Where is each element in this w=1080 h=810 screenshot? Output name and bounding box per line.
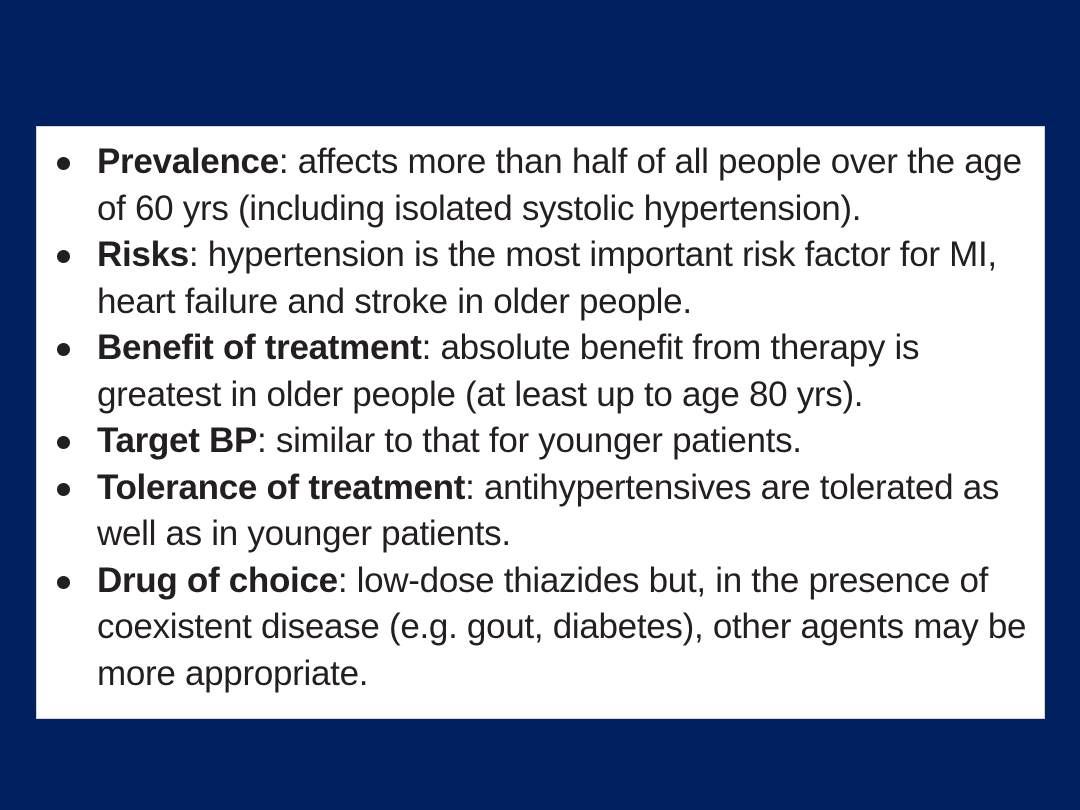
bullet-term: Target BP — [97, 421, 258, 460]
bullet-benefit-of-treatment: Benefit of treatment: absolute benefit f… — [57, 325, 1037, 418]
bullet-dot-icon — [57, 482, 70, 496]
bullet-text: : absolute benefit from therapy is great… — [97, 328, 920, 414]
bullet-target-bp: Target BP: similar to that for younger p… — [57, 418, 1037, 465]
bullet-text: : antihypertensives are tolerated as wel… — [97, 467, 1000, 554]
bullet-prevalence: Prevalence: affects more than half of al… — [57, 139, 1037, 232]
bullet-text: : similar to that for younger patients. — [257, 421, 802, 460]
bullet-term: Benefit of treatment — [97, 328, 422, 367]
bullet-drug-of-choice: Drug of choice: low-dose thiazides but, … — [57, 558, 1037, 698]
bullet-term: Prevalence — [97, 142, 279, 181]
bullet-term: Tolerance of treatment — [97, 467, 466, 507]
bullet-term: Drug of choice — [97, 560, 338, 600]
bullet-text: : hypertension is the most important ris… — [97, 235, 997, 321]
bullet-text: : affects more than half of all people o… — [97, 142, 1022, 228]
bullet-text: : low-dose thiazides but, in the presenc… — [97, 560, 1027, 693]
content-box: Prevalence: affects more than half of al… — [36, 126, 1045, 719]
bullet-risks: Risks: hypertension is the most importan… — [57, 232, 1037, 325]
bullet-term: Risks — [97, 235, 189, 274]
bullet-list: Prevalence: affects more than half of al… — [57, 139, 1037, 697]
bullet-dot-icon — [57, 250, 70, 263]
bullet-dot-icon — [57, 343, 70, 356]
bullet-dot-icon — [57, 575, 70, 589]
bullet-dot-icon — [57, 157, 70, 170]
bullet-dot-icon — [57, 436, 70, 449]
bullet-tolerance-of-treatment: Tolerance of treatment: antihypertensive… — [57, 465, 1037, 558]
